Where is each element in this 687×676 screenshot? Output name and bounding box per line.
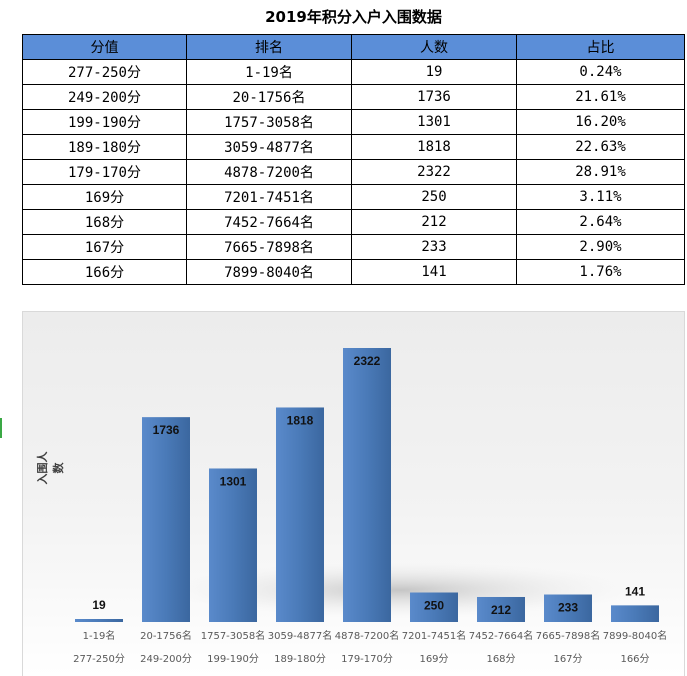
data-label: 250 bbox=[424, 598, 444, 612]
cell-rank: 20-1756名 bbox=[186, 84, 352, 110]
x-tick-label: 7201-7451名 bbox=[402, 629, 467, 642]
cell-count: 1818 bbox=[351, 134, 517, 160]
x-tick-label: 167分 bbox=[553, 653, 582, 665]
data-label: 1736 bbox=[153, 423, 180, 437]
x-tick-label: 168分 bbox=[486, 653, 515, 665]
header-rank: 排名 bbox=[186, 34, 352, 60]
x-tick-label: 1-19名 bbox=[83, 629, 116, 642]
data-table: 分值 排名 人数 占比 277-250分 1-19名 19 0.24% 249-… bbox=[22, 34, 685, 285]
x-tick-label: 199-190分 bbox=[207, 653, 259, 665]
cell-rank: 7452-7664名 bbox=[186, 209, 352, 235]
cell-count: 141 bbox=[351, 259, 517, 285]
cell-count: 212 bbox=[351, 209, 517, 235]
data-label: 233 bbox=[558, 601, 578, 615]
cell-count: 233 bbox=[351, 234, 517, 260]
data-label: 2322 bbox=[354, 354, 381, 368]
bar bbox=[477, 596, 525, 622]
table-row: 189-180分 3059-4877名 1818 22.63% bbox=[22, 134, 685, 160]
page-title: 2019年积分入户入围数据 bbox=[265, 8, 442, 26]
cell-count: 2322 bbox=[351, 159, 517, 185]
cell-score: 169分 bbox=[22, 184, 187, 210]
bar bbox=[544, 594, 592, 622]
data-label: 212 bbox=[491, 603, 511, 617]
bar bbox=[410, 592, 458, 622]
x-tick-label: 169分 bbox=[419, 653, 448, 665]
bar bbox=[142, 417, 190, 622]
x-tick-label: 7665-7898名 bbox=[536, 629, 601, 642]
table-row: 249-200分 20-1756名 1736 21.61% bbox=[22, 84, 685, 110]
cell-score: 166分 bbox=[22, 259, 187, 285]
cell-percent: 1.76% bbox=[516, 259, 685, 285]
cell-percent: 2.64% bbox=[516, 209, 685, 235]
cell-percent: 0.24% bbox=[516, 59, 685, 85]
x-tick-label: 277-250分 bbox=[73, 653, 125, 665]
header-count: 人数 bbox=[351, 34, 517, 60]
cell-score: 168分 bbox=[22, 209, 187, 235]
x-tick-label: 179-170分 bbox=[341, 653, 393, 665]
cell-count: 1301 bbox=[351, 109, 517, 135]
x-tick-label: 7899-8040名 bbox=[603, 629, 668, 642]
x-tick-label: 4878-7200名 bbox=[335, 629, 400, 642]
x-tick-label: 1757-3058名 bbox=[201, 629, 266, 642]
header-score: 分值 bbox=[22, 34, 187, 60]
bar bbox=[209, 468, 257, 622]
table-header-row: 分值 排名 人数 占比 bbox=[22, 34, 685, 60]
data-label: 19 bbox=[92, 598, 106, 612]
x-tick-label: 3059-4877名 bbox=[268, 629, 333, 642]
cell-percent: 3.11% bbox=[516, 184, 685, 210]
cell-percent: 16.20% bbox=[516, 109, 685, 135]
cell-percent: 21.61% bbox=[516, 84, 685, 110]
x-tick-label: 249-200分 bbox=[140, 653, 192, 665]
bar bbox=[611, 605, 659, 622]
cell-rank: 7665-7898名 bbox=[186, 234, 352, 260]
x-tick-label: 20-1756名 bbox=[140, 629, 192, 642]
bar bbox=[343, 348, 391, 622]
cell-score: 199-190分 bbox=[22, 109, 187, 135]
x-tick-label: 166分 bbox=[620, 653, 649, 665]
bar bbox=[75, 619, 123, 622]
cell-rank: 1757-3058名 bbox=[186, 109, 352, 135]
bar bbox=[276, 407, 324, 622]
data-label: 1818 bbox=[287, 413, 314, 427]
cell-percent: 2.90% bbox=[516, 234, 685, 260]
data-label: 1301 bbox=[220, 474, 247, 488]
header-percent: 占比 bbox=[516, 34, 685, 60]
cell-score: 249-200分 bbox=[22, 84, 187, 110]
cell-rank: 7201-7451名 bbox=[186, 184, 352, 210]
table-row: 167分 7665-7898名 233 2.90% bbox=[22, 234, 685, 260]
x-tick-label: 189-180分 bbox=[274, 653, 326, 665]
cell-percent: 22.63% bbox=[516, 134, 685, 160]
table-row: 166分 7899-8040名 141 1.76% bbox=[22, 259, 685, 285]
cell-rank: 3059-4877名 bbox=[186, 134, 352, 160]
data-label: 141 bbox=[625, 584, 645, 598]
x-tick-label: 7452-7664名 bbox=[469, 629, 534, 642]
left-edge-marker bbox=[0, 418, 2, 438]
cell-rank: 7899-8040名 bbox=[186, 259, 352, 285]
table-row: 199-190分 1757-3058名 1301 16.20% bbox=[22, 109, 685, 135]
table-row: 168分 7452-7664名 212 2.64% bbox=[22, 209, 685, 235]
